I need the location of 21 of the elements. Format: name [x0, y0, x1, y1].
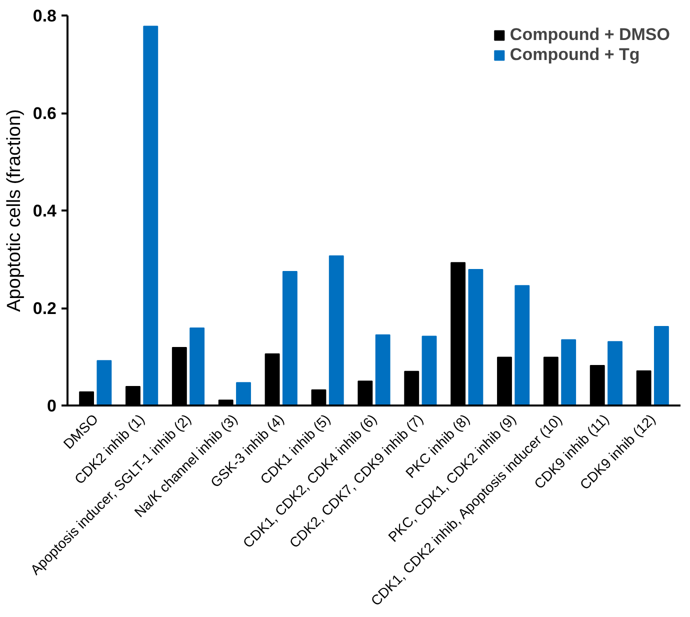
legend-label: Compound + DMSO [510, 25, 670, 45]
y-axis-title: Apoptotic cells (fraction) [4, 109, 25, 312]
y-tick-label: 0.2 [32, 299, 57, 318]
bar [561, 339, 576, 406]
bar [96, 360, 112, 406]
bar [236, 382, 251, 406]
bar [654, 326, 669, 406]
legend-label: Compound + Tg [510, 45, 640, 65]
bar [190, 327, 205, 406]
y-tick-label: 0.6 [32, 104, 57, 123]
bar [422, 336, 437, 406]
y-tick-label: 0 [47, 396, 57, 416]
y-tick-label: 0.4 [32, 202, 58, 220]
bar [608, 341, 622, 406]
bar [375, 334, 390, 406]
bar [514, 285, 530, 406]
y-tick-label: 0.8 [32, 6, 57, 26]
bar [282, 270, 298, 406]
bar [468, 268, 484, 406]
bar [328, 255, 344, 406]
bar [143, 26, 158, 406]
